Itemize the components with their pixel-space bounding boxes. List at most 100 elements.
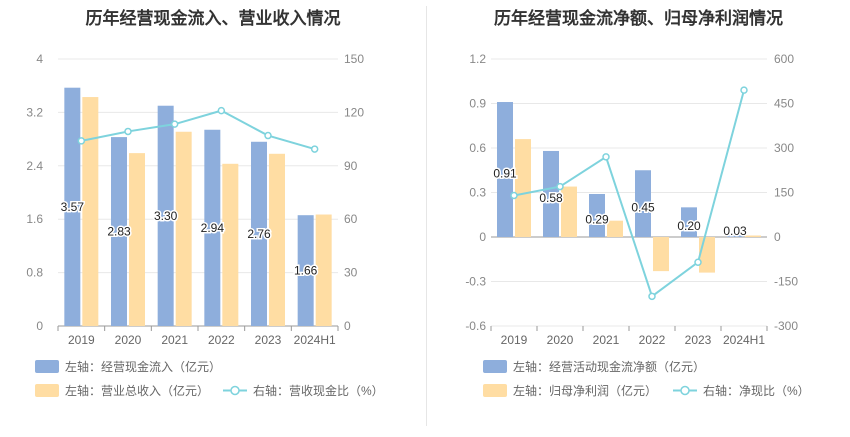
bar-primary bbox=[497, 102, 513, 238]
x-tick-label: 2024H1 bbox=[294, 333, 336, 347]
legend-swatch-secondary bbox=[483, 384, 507, 397]
data-label: 2.94 bbox=[201, 221, 225, 235]
data-label: 1.66 bbox=[294, 264, 318, 278]
legend-label-secondary: 左轴：归母净利润（亿元） bbox=[513, 383, 657, 398]
ratio-point bbox=[602, 153, 610, 161]
bar-primary bbox=[251, 141, 267, 326]
x-tick-label: 2023 bbox=[685, 333, 712, 347]
legend-label-primary: 左轴：经营活动现金流净额（亿元） bbox=[513, 359, 705, 374]
data-label: 3.30 bbox=[154, 209, 178, 223]
x-tick-label: 2022 bbox=[208, 333, 235, 347]
data-label: 0.58 bbox=[539, 191, 563, 205]
legend-swatch-secondary bbox=[35, 384, 59, 397]
y-right-tick: -300 bbox=[774, 319, 798, 333]
y-left-tick: 2.4 bbox=[26, 159, 43, 173]
x-tick-label: 2019 bbox=[68, 333, 95, 347]
y-right-tick: 150 bbox=[774, 186, 794, 200]
bar-primary bbox=[681, 207, 697, 237]
bar-secondary bbox=[653, 237, 669, 272]
bar-secondary bbox=[82, 97, 99, 326]
bar-secondary bbox=[561, 186, 577, 237]
ratio-point bbox=[170, 120, 179, 128]
y-left-tick: 0 bbox=[36, 319, 43, 333]
bar-secondary bbox=[222, 163, 239, 326]
bar-primary bbox=[111, 137, 127, 326]
ratio-point bbox=[694, 258, 702, 266]
bar-primary bbox=[64, 87, 81, 326]
ratio-point bbox=[648, 292, 656, 301]
x-tick-label: 2022 bbox=[639, 333, 666, 347]
bar-primary bbox=[297, 215, 314, 326]
y-right-tick: -150 bbox=[774, 275, 798, 289]
x-tick-label: 2024H1 bbox=[723, 333, 765, 347]
ratio-line bbox=[81, 109, 315, 151]
legend-label-primary: 左轴：经营现金流入（亿元） bbox=[65, 359, 221, 374]
legend-label-secondary: 左轴：营业总收入（亿元） bbox=[65, 383, 209, 398]
legend-swatch-primary bbox=[35, 360, 59, 373]
bar-secondary bbox=[699, 237, 715, 273]
legend-swatch-point bbox=[230, 385, 240, 396]
legend-label-line: 右轴：净现比（%） bbox=[703, 383, 810, 398]
bar-primary bbox=[727, 232, 743, 237]
ratio-point bbox=[217, 106, 226, 115]
y-right-tick: 600 bbox=[774, 52, 794, 66]
ratio-point bbox=[124, 127, 132, 136]
ratio-point bbox=[510, 191, 518, 200]
ratio-line bbox=[513, 89, 745, 298]
y-right-tick: 450 bbox=[774, 97, 794, 111]
bar-primary bbox=[204, 129, 221, 326]
panel-divider bbox=[426, 6, 427, 426]
bar-primary bbox=[589, 193, 605, 237]
ratio-point bbox=[740, 86, 748, 94]
y-right-tick: 300 bbox=[774, 141, 794, 155]
y-left-tick: 1.2 bbox=[469, 52, 486, 66]
y-left-tick: -0.3 bbox=[465, 275, 486, 289]
x-tick-label: 2023 bbox=[255, 333, 282, 347]
ratio-point bbox=[77, 137, 86, 145]
y-left-tick: 3.2 bbox=[26, 105, 43, 119]
data-label: 0.29 bbox=[585, 212, 609, 226]
bar-secondary bbox=[607, 220, 623, 237]
x-tick-label: 2020 bbox=[547, 333, 574, 347]
data-label: 0.20 bbox=[677, 219, 701, 233]
data-label: 0.45 bbox=[631, 201, 655, 215]
y-right-tick: 90 bbox=[344, 159, 358, 173]
bar-secondary bbox=[269, 153, 285, 326]
y-left-tick: 0 bbox=[479, 230, 486, 244]
legend-swatch-point bbox=[680, 385, 690, 396]
chart1-group: 0 0.8 1.6 2.4 3.2 4 0 30 60 90 120 150 2019 2020 2021 2… bbox=[26, 52, 383, 398]
y-left-tick: 1.6 bbox=[26, 212, 43, 226]
legend-label-line: 右轴：营收现金比（%） bbox=[253, 383, 384, 398]
chart2-group: -0.6 -0.3 0 0.3 0.6 0.9 1.2 -300 -150 0 150 300 450 6… bbox=[465, 52, 809, 398]
y-right-tick: 30 bbox=[344, 266, 358, 280]
bar-primary bbox=[543, 150, 559, 237]
data-label: 0.91 bbox=[493, 167, 517, 181]
y-left-tick: 4 bbox=[36, 52, 43, 66]
x-tick-label: 2021 bbox=[161, 333, 188, 347]
x-tick-label: 2021 bbox=[593, 333, 620, 347]
legend-swatch-primary bbox=[483, 360, 507, 373]
y-right-tick: 150 bbox=[344, 52, 364, 66]
y-left-tick: 0.3 bbox=[469, 186, 486, 200]
chart1-title: 历年经营现金流入、营业收入情况 bbox=[85, 9, 341, 28]
bar-secondary bbox=[315, 214, 332, 326]
y-right-tick: 0 bbox=[774, 230, 781, 244]
y-right-tick: 120 bbox=[344, 105, 364, 119]
x-tick-label: 2019 bbox=[501, 333, 528, 347]
y-left-tick: -0.6 bbox=[465, 319, 486, 333]
y-left-tick: 0.8 bbox=[26, 266, 43, 280]
data-label: 2.83 bbox=[107, 225, 131, 239]
bar-primary bbox=[157, 105, 174, 326]
data-label: 0.03 bbox=[723, 224, 747, 238]
ratio-point bbox=[264, 131, 272, 140]
ratio-point bbox=[556, 182, 564, 191]
chart2-title: 历年经营现金流净额、归母净利润情况 bbox=[494, 9, 783, 28]
y-right-tick: 60 bbox=[344, 212, 358, 226]
bar-secondary bbox=[175, 131, 192, 326]
y-right-tick: 0 bbox=[344, 319, 351, 333]
bar-secondary bbox=[515, 139, 531, 237]
y-left-tick: 0.6 bbox=[469, 141, 486, 155]
ratio-point bbox=[310, 145, 319, 153]
